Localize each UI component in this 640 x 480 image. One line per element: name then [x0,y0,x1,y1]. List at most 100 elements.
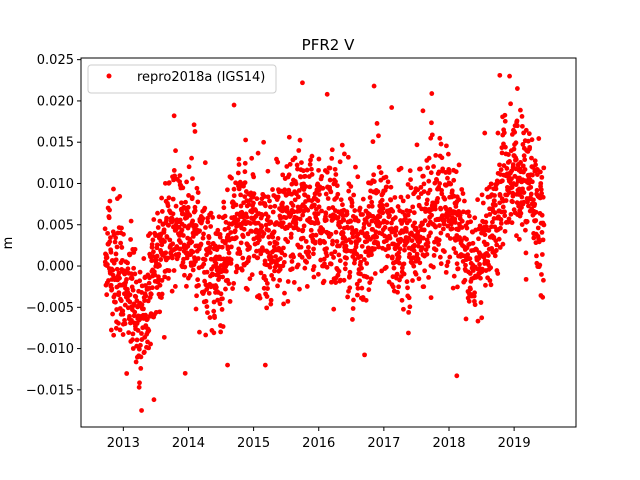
data-point [495,271,501,276]
data-point [535,225,541,231]
data-point [506,216,512,222]
data-point [401,306,406,312]
data-point [262,362,268,368]
data-point [151,249,156,255]
y-tick-label: 0.005 [37,218,74,233]
data-point [159,195,165,201]
data-point [282,187,288,193]
data-point [497,162,502,168]
data-point [467,256,473,262]
data-point [482,130,488,136]
data-point [267,198,272,204]
data-point [183,199,188,205]
data-point [437,223,442,228]
data-point [321,256,327,262]
data-point [453,250,459,256]
data-point [444,263,450,269]
data-point [351,260,357,266]
data-point [390,284,396,290]
data-point [268,301,274,307]
data-point [203,332,209,338]
data-point [287,161,293,167]
data-point [329,155,335,161]
data-point [516,236,522,242]
data-point [384,184,390,190]
data-point [130,287,136,293]
y-tick-label: −0.015 [26,383,74,398]
y-tick-label: 0.025 [37,53,74,68]
x-tick-label: 2016 [302,436,335,451]
data-point [112,239,118,245]
data-point [431,253,437,258]
data-point [408,177,413,183]
data-point [277,267,283,272]
data-point [297,137,303,143]
data-point [159,209,165,214]
data-point [102,226,108,232]
data-point [127,313,132,319]
data-point [339,142,345,148]
data-point [205,219,211,225]
data-point [132,271,138,277]
data-point [346,188,352,194]
data-point [519,113,525,119]
data-point [494,242,500,248]
data-point [179,227,185,233]
data-point [184,283,189,289]
data-point [386,245,392,251]
data-point [107,239,113,245]
data-point [537,262,543,268]
data-point [493,202,498,208]
data-point [478,275,483,281]
data-point [355,292,360,298]
data-point [108,327,114,333]
data-point [228,257,234,263]
data-point [179,200,184,206]
data-point [464,225,470,231]
data-point [520,142,526,147]
legend-box [87,64,277,94]
data-point [422,268,428,274]
data-point [510,162,516,168]
data-point [456,197,462,203]
data-point [488,265,494,271]
data-point [383,174,389,180]
data-point [538,187,544,192]
data-point [499,145,505,151]
data-point [114,244,120,250]
data-point [374,121,380,126]
data-point [371,83,377,89]
data-point [509,220,515,226]
y-tick-label: 0.000 [37,260,74,275]
data-point [211,299,217,305]
data-point [472,302,478,308]
data-point [329,147,335,153]
data-point [412,220,418,226]
data-point [416,243,421,249]
data-point [207,315,213,320]
data-point [228,244,234,250]
data-point [410,278,415,283]
data-point [509,176,514,182]
data-point [309,153,315,159]
data-point [301,223,307,229]
data-point [148,291,154,297]
data-point [202,257,208,263]
data-point [286,134,292,140]
data-point [166,180,172,186]
data-point [220,274,226,280]
data-point [268,254,274,260]
data-point [118,240,124,246]
data-point [488,181,494,187]
data-point [513,140,519,146]
data-point [195,190,201,195]
data-point [391,265,397,271]
data-point [255,255,261,261]
data-point [327,177,333,183]
data-point [526,131,532,137]
data-point [416,195,421,200]
data-point [348,218,354,224]
plot-frame [80,57,577,428]
data-point [336,252,342,258]
data-point [193,223,199,229]
